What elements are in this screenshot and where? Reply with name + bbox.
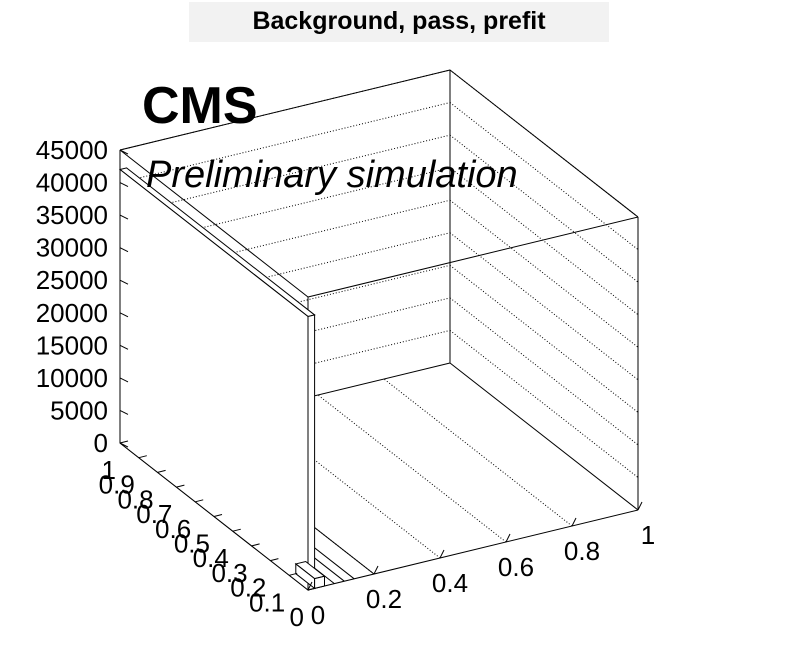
- x-tick-label: 0: [311, 600, 325, 630]
- frame-edge: [307, 509, 639, 591]
- z-tick: [119, 409, 129, 415]
- z-tick-label: 45000: [36, 135, 108, 165]
- z-tick-label: 30000: [36, 233, 108, 263]
- z-tick: [119, 279, 129, 285]
- cms-label: CMS: [142, 77, 258, 135]
- z-tick: [119, 214, 129, 220]
- gridline-side-wall: [449, 199, 639, 348]
- x-tick-label: 0.8: [564, 536, 600, 566]
- bar-front-0: [307, 314, 316, 591]
- z-tick: [119, 442, 129, 448]
- x-tick-label: 0.4: [432, 568, 468, 598]
- gridline-side-wall: [449, 232, 639, 381]
- z-tick: [119, 312, 129, 318]
- z-tick-label: 10000: [36, 363, 108, 393]
- y-tick-label: 1: [102, 455, 116, 485]
- y-tick: [119, 440, 129, 444]
- frame-edge: [119, 69, 451, 151]
- gridline-floor: [383, 378, 573, 527]
- chart-title: Background, pass, prefit: [252, 7, 546, 35]
- y-tick-label: 0.9: [99, 470, 135, 500]
- y-tick: [176, 484, 185, 488]
- y-tick: [307, 587, 317, 591]
- gridline-back-wall: [119, 102, 451, 184]
- gridline-side-wall: [449, 297, 639, 446]
- gridline-back-wall: [119, 232, 451, 314]
- gridline-back-wall: [119, 167, 451, 249]
- x-tick: [439, 549, 445, 559]
- preliminary-label: Preliminary simulation: [146, 154, 518, 196]
- y-tick: [289, 572, 298, 576]
- y-tick-label: 0.5: [174, 529, 210, 559]
- z-tick-label: 15000: [36, 330, 108, 360]
- frame-edge: [449, 362, 639, 511]
- y-tick-label: 0.4: [193, 543, 229, 573]
- z-tick-label: 0: [94, 428, 108, 458]
- bar-front-1: [314, 575, 325, 590]
- gridline-back-wall: [119, 199, 451, 281]
- y-tick: [251, 543, 260, 547]
- y-tick-label: 0.6: [155, 514, 191, 544]
- gridline-back-wall: [119, 134, 451, 216]
- y-tick-label: 0.7: [136, 499, 172, 529]
- y-tick: [213, 514, 223, 517]
- gridline-back-wall: [119, 297, 451, 379]
- gridline-side-wall: [449, 330, 639, 478]
- z-tick: [119, 344, 129, 350]
- z-tick-label: 5000: [50, 395, 108, 425]
- y-tick: [195, 499, 204, 503]
- chart-title-box: Background, pass, prefit: [189, 2, 609, 42]
- y-tick-label: 0.8: [117, 484, 153, 514]
- x-tick: [505, 533, 511, 543]
- y-tick-label: 0.1: [249, 587, 285, 617]
- z-tick: [119, 247, 129, 253]
- frame-edge: [307, 216, 639, 298]
- gridline-back-wall: [119, 329, 451, 411]
- x-tick-label: 0.6: [498, 552, 534, 582]
- frame-edge: [449, 69, 639, 218]
- z-tick: [119, 149, 129, 155]
- gridline-floor: [317, 394, 507, 543]
- gridline-side-wall: [449, 264, 639, 413]
- z-tick-label: 40000: [36, 168, 108, 198]
- y-tick: [157, 469, 166, 473]
- x-tick: [571, 517, 577, 527]
- z-tick: [119, 377, 129, 383]
- gridline-side-wall: [449, 134, 639, 283]
- z-tick: [119, 182, 129, 188]
- x-tick: [373, 565, 379, 575]
- y-tick-label: 0: [290, 602, 304, 632]
- x-tick: [637, 501, 643, 511]
- z-tick-label: 20000: [36, 298, 108, 328]
- y-tick-label: 0.2: [230, 573, 266, 603]
- y-tick: [138, 455, 147, 459]
- gridline-side-wall: [449, 167, 639, 316]
- x-tick: [307, 581, 313, 591]
- y-tick-label: 0.3: [211, 558, 247, 588]
- z-tick-label: 35000: [36, 200, 108, 230]
- x-tick-label: 0.2: [366, 584, 402, 614]
- y-tick: [270, 558, 279, 562]
- z-tick-label: 25000: [36, 265, 108, 295]
- x-tick-label: 1: [641, 520, 655, 550]
- frame-edge: [119, 149, 309, 298]
- y-tick: [232, 528, 241, 532]
- gridline-back-wall: [119, 264, 451, 346]
